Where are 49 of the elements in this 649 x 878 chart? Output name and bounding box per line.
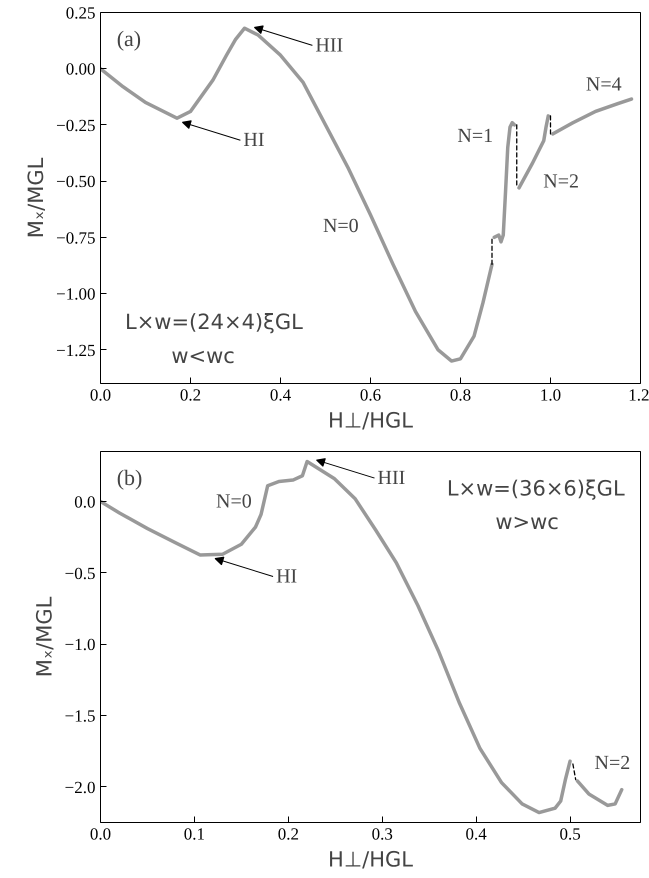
annotation: w<wc bbox=[171, 344, 235, 368]
line-series bbox=[100, 26, 494, 363]
y-axis-title: Mₓ/MGL bbox=[32, 596, 57, 678]
x-tick-label: 0.8 bbox=[450, 386, 472, 404]
y-tick-label: −0.50 bbox=[56, 172, 96, 192]
annotation: N=2 bbox=[594, 752, 630, 774]
x-tick-label: 0.4 bbox=[270, 386, 292, 404]
y-tick-label: −1.00 bbox=[56, 284, 96, 304]
annotation: N=2 bbox=[543, 170, 579, 192]
annotation: L×w=(36×6)ξGL bbox=[446, 476, 625, 501]
line-series bbox=[551, 97, 634, 136]
annotation: L×w=(24×4)ξGL bbox=[124, 310, 304, 334]
y-tick-label: −1.5 bbox=[64, 706, 96, 726]
annotation: HII bbox=[315, 34, 344, 56]
y-tick-label: 0.25 bbox=[66, 4, 96, 22]
x-tick-label: 0.3 bbox=[372, 824, 393, 844]
x-tick-label: 0.0 bbox=[90, 824, 112, 844]
x-axis-title: H⊥/HGL bbox=[328, 848, 414, 872]
annotation: N=4 bbox=[586, 73, 622, 96]
y-tick-label: 0.0 bbox=[74, 492, 96, 512]
line-series bbox=[492, 120, 516, 244]
annotation: N=0 bbox=[322, 215, 359, 238]
annotation: HI bbox=[276, 566, 298, 588]
text: (b) bbox=[116, 464, 142, 490]
annotation: w>wc bbox=[495, 510, 559, 534]
y-tick-label: −1.25 bbox=[56, 340, 96, 360]
text: (a) bbox=[116, 26, 142, 51]
x-tick-label: 0.0 bbox=[90, 386, 112, 404]
annotation: HII bbox=[378, 467, 406, 490]
y-tick-label: −0.5 bbox=[64, 564, 96, 583]
annotation: HI bbox=[243, 129, 265, 152]
x-tick-label: 0.2 bbox=[278, 824, 299, 844]
x-tick-label: 0.1 bbox=[184, 824, 206, 844]
x-tick-label: 0.4 bbox=[466, 824, 488, 844]
annotation: N=1 bbox=[457, 125, 494, 148]
y-tick-label: −0.25 bbox=[56, 116, 96, 135]
annotation: N=0 bbox=[216, 490, 252, 513]
y-axis-title: Mₓ/MGL bbox=[24, 157, 48, 238]
x-axis-title: H⊥/HGL bbox=[328, 408, 414, 432]
y-tick-label: −0.75 bbox=[56, 228, 96, 248]
x-tick-label: 1.2 bbox=[628, 386, 649, 404]
x-tick-label: 1.0 bbox=[540, 386, 562, 404]
y-tick-label: −1.0 bbox=[64, 635, 96, 654]
y-tick-label: 0.00 bbox=[66, 60, 96, 79]
line-series bbox=[576, 779, 624, 808]
y-tick-label: −2.0 bbox=[64, 778, 96, 797]
x-tick-label: 0.2 bbox=[180, 386, 202, 404]
x-tick-label: 0.6 bbox=[360, 386, 382, 404]
x-tick-label: 0.5 bbox=[559, 824, 581, 844]
